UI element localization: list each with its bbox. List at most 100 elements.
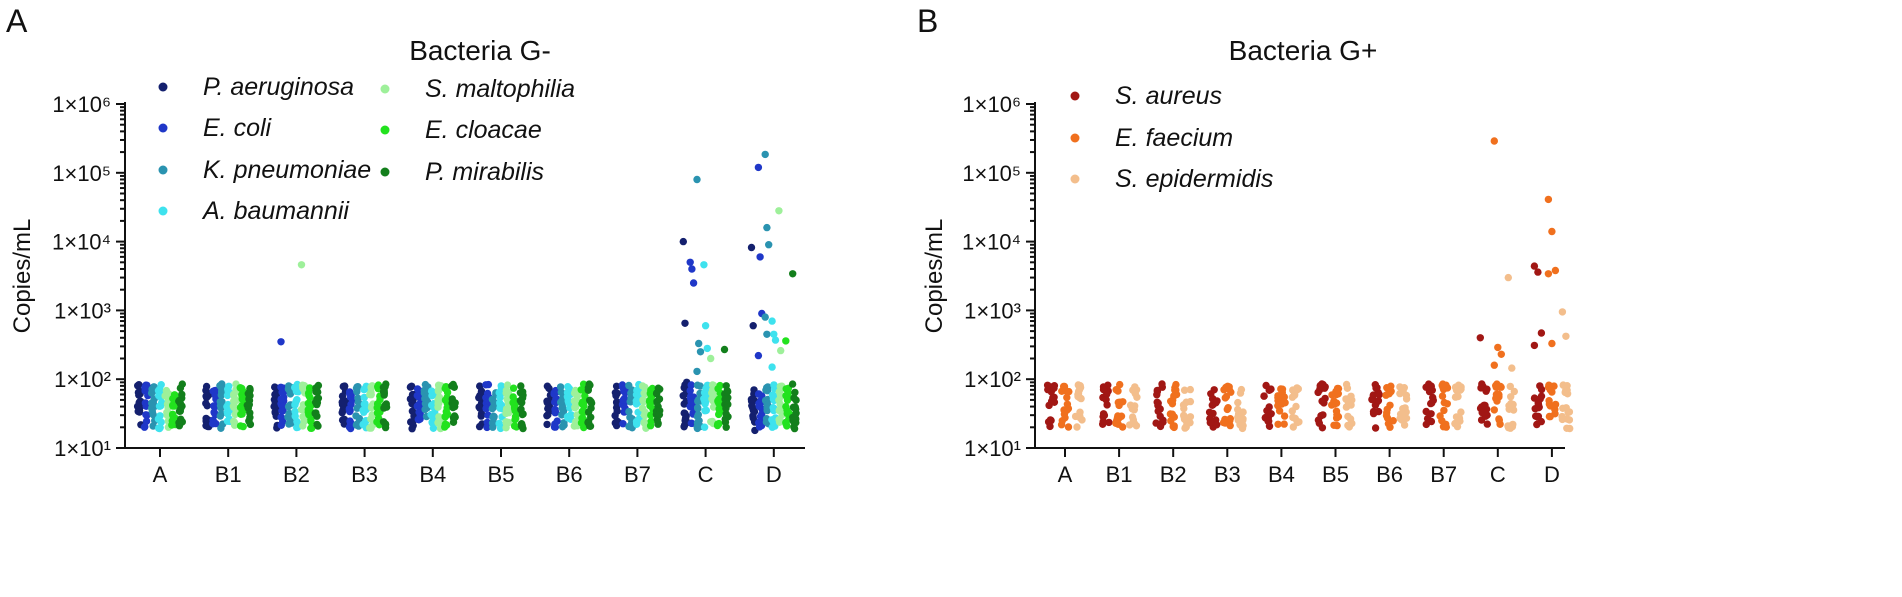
data-point — [695, 417, 703, 425]
data-point — [1280, 420, 1288, 428]
data-point — [757, 418, 765, 426]
data-point — [1318, 424, 1327, 432]
data-point — [1050, 393, 1058, 401]
y-tick-label: 1×10⁶ — [962, 92, 1021, 117]
data-point — [791, 388, 799, 397]
data-point — [1382, 411, 1391, 420]
data-point — [1558, 412, 1566, 421]
data-point — [790, 394, 798, 402]
data-point — [791, 403, 799, 411]
data-point — [482, 404, 490, 413]
data-point — [1153, 391, 1161, 399]
panel-b-gram-positive: B Bacteria G+ Copies/mL 1×10¹ 1×10² 1×10³ 1×10… — [917, 3, 1574, 487]
legend-label: E. faecium — [1115, 124, 1233, 152]
data-point — [612, 398, 621, 407]
data-point — [476, 404, 484, 412]
data-point-outlier — [1548, 339, 1556, 348]
data-point — [496, 424, 505, 433]
data-point — [1234, 410, 1243, 418]
data-point-outlier — [693, 175, 701, 184]
data-point — [788, 380, 797, 388]
data-point — [381, 423, 390, 432]
data-point-outlier — [749, 322, 757, 330]
data-point — [1333, 410, 1341, 419]
data-point — [1316, 381, 1324, 390]
data-point — [1319, 411, 1327, 419]
data-point — [693, 404, 702, 412]
data-point — [1290, 386, 1299, 394]
data-point — [489, 412, 498, 420]
data-point — [1457, 408, 1465, 416]
data-point — [680, 384, 688, 392]
data-point — [1494, 390, 1503, 398]
data-point-outlier — [1490, 361, 1499, 369]
data-point — [361, 400, 369, 408]
data-point-outlier — [775, 207, 783, 215]
data-point-outlier — [1490, 137, 1499, 145]
data-point — [1534, 399, 1542, 407]
data-point — [1278, 400, 1286, 408]
data-point — [1545, 412, 1554, 421]
data-point — [1043, 381, 1052, 389]
data-point — [1439, 380, 1447, 388]
data-point — [784, 390, 792, 399]
data-point — [202, 392, 210, 400]
data-point — [1374, 397, 1383, 405]
data-point — [509, 384, 518, 392]
data-point — [502, 386, 511, 395]
data-point — [1506, 424, 1515, 432]
data-point — [158, 399, 166, 407]
data-point-outlier — [700, 261, 708, 269]
legend-marker — [1070, 91, 1080, 101]
data-point — [306, 384, 314, 392]
data-point — [1278, 388, 1287, 397]
data-point — [434, 400, 442, 408]
data-point — [1280, 412, 1289, 420]
y-tick-label: 1×10⁴ — [962, 230, 1021, 255]
data-point — [722, 410, 730, 418]
data-point — [1236, 389, 1245, 397]
data-point — [1154, 407, 1162, 415]
data-point — [1490, 406, 1499, 414]
data-point — [1566, 424, 1574, 433]
data-point — [748, 401, 756, 410]
data-point — [169, 410, 177, 418]
data-point — [1369, 391, 1378, 399]
data-point — [1505, 402, 1513, 410]
data-point — [217, 391, 225, 399]
data-point — [1288, 407, 1297, 415]
series-a-baumannii — [154, 261, 780, 433]
data-point-outlier — [789, 270, 797, 278]
data-point — [154, 424, 163, 432]
data-point — [1076, 411, 1084, 420]
data-point — [407, 382, 416, 390]
data-point — [483, 423, 491, 432]
data-point — [701, 407, 709, 415]
data-point — [509, 393, 517, 401]
data-point — [640, 418, 648, 427]
data-point — [1260, 392, 1268, 400]
data-point — [634, 392, 642, 400]
data-point — [1132, 386, 1141, 394]
data-point — [1422, 420, 1431, 429]
data-point — [715, 410, 723, 419]
data-point — [413, 385, 422, 393]
data-point — [1114, 415, 1122, 423]
data-point-outlier — [696, 348, 705, 356]
data-point — [217, 410, 225, 418]
data-point — [360, 385, 368, 394]
data-point — [169, 394, 177, 403]
data-point — [687, 392, 695, 401]
data-point — [225, 382, 233, 390]
x-tick-label: C — [1490, 462, 1506, 487]
data-point — [230, 421, 239, 429]
data-point — [178, 390, 186, 399]
data-point — [1383, 405, 1391, 414]
x-tick-label: B7 — [624, 462, 651, 487]
data-point — [291, 412, 299, 420]
x-tick-label: D — [1544, 462, 1560, 487]
data-point — [1050, 384, 1058, 392]
data-point — [246, 386, 254, 394]
data-point — [340, 415, 349, 424]
data-point — [141, 383, 149, 392]
